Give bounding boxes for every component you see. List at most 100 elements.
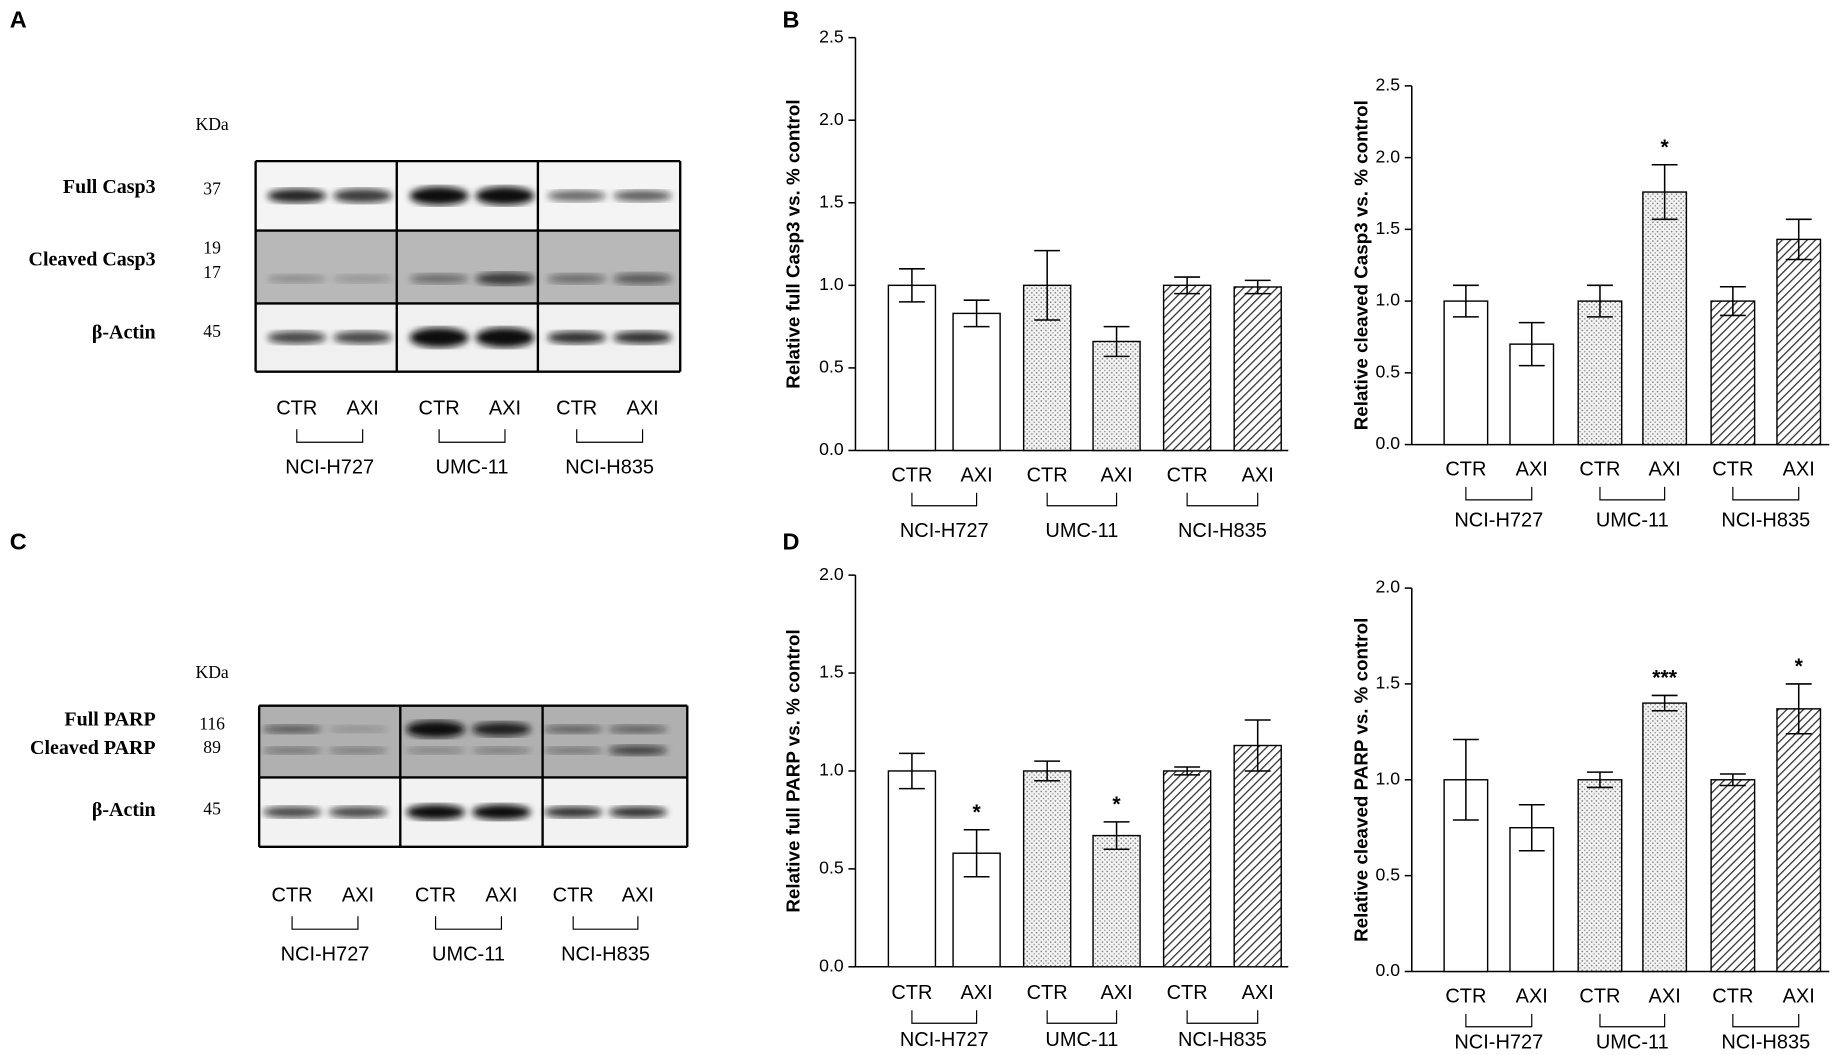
panel-label: D (783, 529, 800, 555)
x-tick-label: AXI (1516, 459, 1548, 481)
blot-band (262, 746, 322, 754)
bracket (576, 429, 644, 443)
group-label: UMC-11 (1596, 509, 1669, 531)
blot-band (267, 188, 327, 203)
row-label: Cleaved Casp3 (29, 249, 156, 271)
blot-band (328, 806, 388, 818)
error-bar (1518, 803, 1545, 852)
x-tick-label: AXI (1516, 986, 1548, 1008)
panel-label: C (10, 529, 27, 555)
y-tick-label: 0.0 (1375, 433, 1400, 453)
error-bar (1651, 694, 1678, 712)
error-bar (1587, 771, 1613, 789)
bar (1443, 300, 1489, 446)
blot-band (267, 274, 327, 283)
row-label: Full PARP (64, 709, 155, 731)
x-tick-label: CTR (1445, 986, 1486, 1008)
significance: *** (1652, 667, 1677, 690)
x-tick-label: CTR (1712, 459, 1753, 481)
bracket (1186, 1010, 1259, 1024)
bracket (1732, 1013, 1800, 1028)
group-label: NCI-H727 (1454, 1032, 1543, 1054)
kda-header: KDa (195, 662, 228, 682)
blot-band (547, 273, 607, 284)
kda-label: 89 (203, 737, 221, 757)
blot-band (547, 331, 607, 344)
y-tick-label: 0.5 (819, 357, 844, 377)
y-tick-label: 1.5 (1375, 218, 1400, 238)
y-tick-label: 1.0 (819, 760, 844, 780)
blot-band (333, 188, 393, 203)
blot-band (262, 724, 322, 734)
error-bar (1452, 284, 1479, 318)
error-bar (1103, 325, 1130, 358)
bracket (1046, 492, 1118, 507)
error-bar (1719, 773, 1746, 787)
error-bar (1651, 164, 1678, 221)
significance: * (1795, 655, 1804, 678)
bar (1233, 744, 1282, 968)
group-label: NCI-H835 (1721, 1032, 1810, 1054)
error-bar (1785, 683, 1812, 735)
group-label: NCI-H835 (561, 943, 650, 965)
bar (952, 312, 1001, 452)
x-tick-label: AXI (1649, 986, 1681, 1008)
blot-band (608, 745, 668, 756)
y-tick-label: 1.0 (1375, 768, 1400, 788)
kda-header: KDa (195, 114, 228, 134)
group-label: NCI-H835 (565, 456, 654, 478)
blot-band (543, 806, 603, 818)
blot-band (547, 190, 607, 202)
x-tick-label: CTR (891, 465, 932, 487)
kda-label: 17 (203, 262, 221, 282)
lane-label: CTR (556, 398, 597, 420)
x-tick-label: AXI (1649, 459, 1681, 481)
x-tick-label: AXI (1100, 982, 1132, 1004)
x-tick-label: AXI (960, 982, 992, 1004)
lane-label: AXI (626, 398, 658, 420)
bar (1022, 770, 1072, 968)
kda-label: 45 (203, 321, 221, 341)
bar (1577, 779, 1623, 973)
y-tick-label: 1.5 (819, 662, 844, 682)
x-tick-label: AXI (960, 465, 992, 487)
group-label: NCI-H727 (900, 520, 989, 542)
blot-band (613, 190, 672, 202)
bar (1233, 286, 1282, 452)
y-tick-label: 2.0 (1375, 577, 1400, 597)
lane-label: AXI (347, 398, 379, 420)
group-label: NCI-H727 (285, 456, 374, 478)
bracket (911, 492, 978, 507)
blot-band (475, 272, 535, 286)
panel-label: B (783, 6, 800, 32)
significance: * (1112, 793, 1121, 816)
error-bar (1244, 279, 1271, 295)
row-label: β-Actin (92, 799, 156, 821)
bracket (1465, 1013, 1533, 1028)
group-label: UMC-11 (1045, 520, 1118, 542)
lane-label: AXI (485, 885, 517, 907)
y-tick-label: 1.0 (819, 274, 844, 294)
bracket (1186, 492, 1259, 507)
bar (1710, 779, 1756, 973)
error-bar (898, 268, 925, 303)
y-tick-label: 2.0 (819, 109, 844, 129)
y-tick-label: 0.5 (819, 858, 844, 878)
group-label: UMC-11 (1045, 1029, 1118, 1051)
group-label: NCI-H727 (900, 1029, 989, 1051)
blot-band (333, 274, 393, 283)
blot-row (255, 230, 681, 304)
blot-band (608, 806, 668, 818)
lane-label: CTR (276, 398, 317, 420)
bracket (911, 1010, 978, 1024)
bracket (1732, 486, 1800, 501)
blot-band (543, 746, 603, 754)
bar (1642, 191, 1688, 446)
row-label: Full Casp3 (63, 176, 156, 198)
group-label: NCI-H727 (281, 943, 370, 965)
y-axis-label: Relative cleaved PARP vs. % control (1350, 618, 1371, 942)
lane-label: CTR (419, 398, 460, 420)
blot-band (608, 724, 668, 734)
bar (887, 770, 937, 968)
error-bar (1244, 719, 1271, 772)
